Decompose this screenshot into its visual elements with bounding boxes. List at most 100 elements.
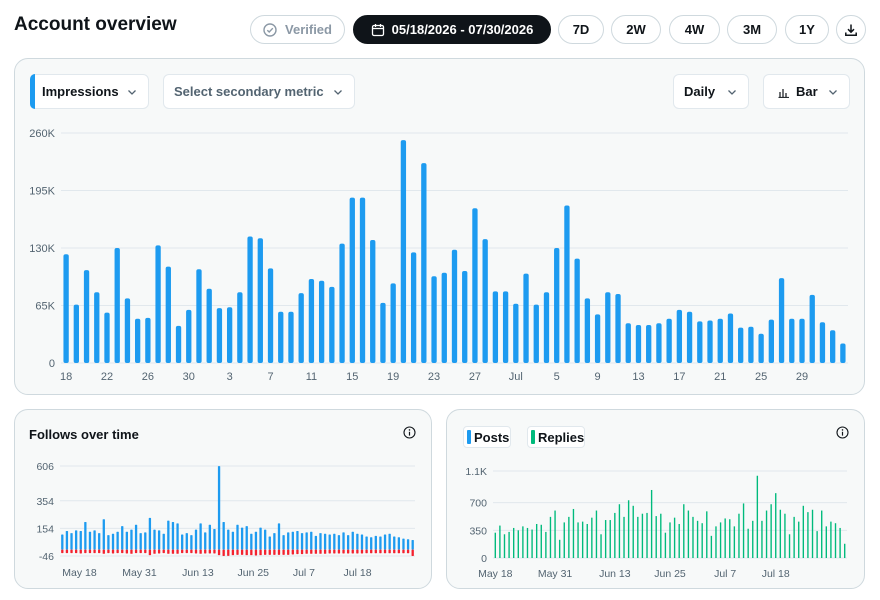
impressions-bar	[247, 236, 253, 363]
follows-bar	[370, 537, 373, 550]
unfollows-bar	[333, 549, 336, 554]
replies-bar	[508, 531, 510, 558]
unfollows-bar	[107, 549, 110, 554]
download-button[interactable]	[836, 15, 866, 44]
follows-bar	[88, 531, 92, 550]
x-tick-label: May 18	[478, 568, 513, 580]
x-tick-label: Jul 7	[293, 567, 315, 579]
range-3m-button[interactable]: 3M	[727, 15, 777, 44]
follows-bar	[148, 517, 152, 550]
legend-replies[interactable]: Replies	[527, 426, 585, 448]
replies-bar	[641, 513, 644, 558]
impressions-bar	[523, 273, 529, 363]
unfollows-bar	[277, 549, 281, 555]
impressions-bar	[799, 318, 805, 363]
replies-bar	[600, 534, 602, 558]
follows-bar	[379, 536, 382, 550]
follows-bar	[74, 530, 78, 550]
unfollows-bar	[130, 549, 133, 554]
chart-type-select[interactable]: Bar	[763, 74, 850, 109]
range-7d-button[interactable]: 7D	[558, 15, 604, 44]
impressions-bar	[349, 197, 355, 363]
range-1y-button[interactable]: 1Y	[785, 15, 829, 44]
unfollows-bar	[310, 549, 313, 554]
replies-bar	[609, 520, 611, 558]
x-tick-label: May 31	[538, 568, 573, 580]
follows-bar	[254, 531, 258, 550]
unfollows-bar	[319, 549, 322, 554]
follows-bar	[61, 534, 64, 550]
info-icon[interactable]	[836, 426, 849, 439]
unfollows-bar	[144, 549, 147, 554]
unfollows-bar	[181, 549, 184, 554]
unfollows-bar	[379, 549, 382, 554]
impressions-bar	[370, 240, 376, 363]
replies-bar	[517, 530, 519, 558]
date-range-label: 05/18/2026 - 07/30/2026	[391, 22, 534, 37]
follows-bar	[360, 534, 364, 550]
impressions-bar	[564, 205, 570, 363]
y-tick-label: 606	[36, 461, 54, 473]
impressions-bar	[410, 252, 417, 363]
unfollows-bar	[393, 549, 396, 554]
secondary-metric-select[interactable]: Select secondary metric	[163, 74, 355, 109]
legend-posts-label: Posts	[474, 429, 510, 445]
x-tick-label: 27	[469, 371, 481, 383]
impressions-bar	[492, 291, 499, 363]
follows-bar	[107, 535, 110, 550]
unfollows-bar	[300, 549, 304, 555]
unfollows-bar	[79, 549, 82, 554]
x-tick-label: Jul 18	[762, 568, 790, 580]
follows-bar	[342, 532, 345, 550]
unfollows-bar	[259, 549, 262, 556]
y-tick-label: -46	[39, 551, 54, 563]
follows-bar	[185, 533, 188, 550]
follows-bar	[346, 535, 350, 550]
verified-filter-button[interactable]: Verified	[250, 15, 345, 44]
range-2w-button[interactable]: 2W	[611, 15, 661, 44]
impressions-bar	[840, 343, 846, 363]
impressions-bar	[318, 280, 325, 363]
date-range-button[interactable]: 05/18/2026 - 07/30/2026	[353, 15, 551, 44]
unfollows-bar	[314, 549, 318, 554]
follows-bar	[328, 534, 331, 550]
x-tick-label: 5	[554, 371, 560, 383]
x-tick-label: 9	[595, 371, 601, 383]
follows-bar	[277, 523, 281, 550]
impressions-bar	[717, 318, 723, 363]
unfollows-bar	[74, 549, 78, 554]
follows-bar	[383, 534, 387, 550]
impressions-bar	[502, 291, 509, 363]
unfollows-bar	[116, 549, 119, 554]
replies-bar	[627, 500, 630, 558]
unfollows-bar	[162, 549, 165, 554]
follows-bar	[291, 531, 294, 550]
follows-bar	[240, 527, 244, 550]
unfollows-bar	[167, 549, 170, 554]
follows-bar	[406, 539, 410, 550]
follows-bar	[402, 538, 405, 550]
info-icon[interactable]	[403, 426, 416, 439]
impressions-bar	[359, 197, 366, 363]
impressions-bar	[134, 318, 141, 363]
replies-bar	[669, 522, 671, 558]
follows-bar	[204, 532, 207, 550]
replies-bar	[494, 532, 496, 558]
primary-metric-select[interactable]: Impressions	[30, 74, 149, 109]
primary-metric-label: Impressions	[42, 84, 119, 99]
replies-bar	[595, 510, 598, 558]
replies-bar	[756, 475, 759, 558]
range-4w-button[interactable]: 4W	[669, 15, 720, 44]
granularity-select[interactable]: Daily	[673, 74, 749, 109]
impressions-bar	[778, 278, 785, 363]
replies-bar	[816, 531, 818, 558]
legend-posts[interactable]: Posts	[463, 426, 511, 448]
x-tick-label: 11	[306, 371, 317, 383]
secondary-metric-label: Select secondary metric	[174, 84, 324, 99]
unfollows-bar	[282, 549, 285, 555]
replies-bar	[512, 527, 515, 558]
unfollows-bar	[213, 549, 216, 554]
unfollows-bar	[264, 549, 267, 555]
impressions-bar	[257, 238, 263, 363]
unfollows-bar	[240, 549, 244, 555]
